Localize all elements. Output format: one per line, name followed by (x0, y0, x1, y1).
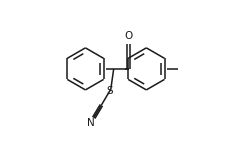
Text: N: N (87, 118, 95, 127)
Text: O: O (125, 31, 133, 40)
Text: S: S (106, 86, 113, 96)
